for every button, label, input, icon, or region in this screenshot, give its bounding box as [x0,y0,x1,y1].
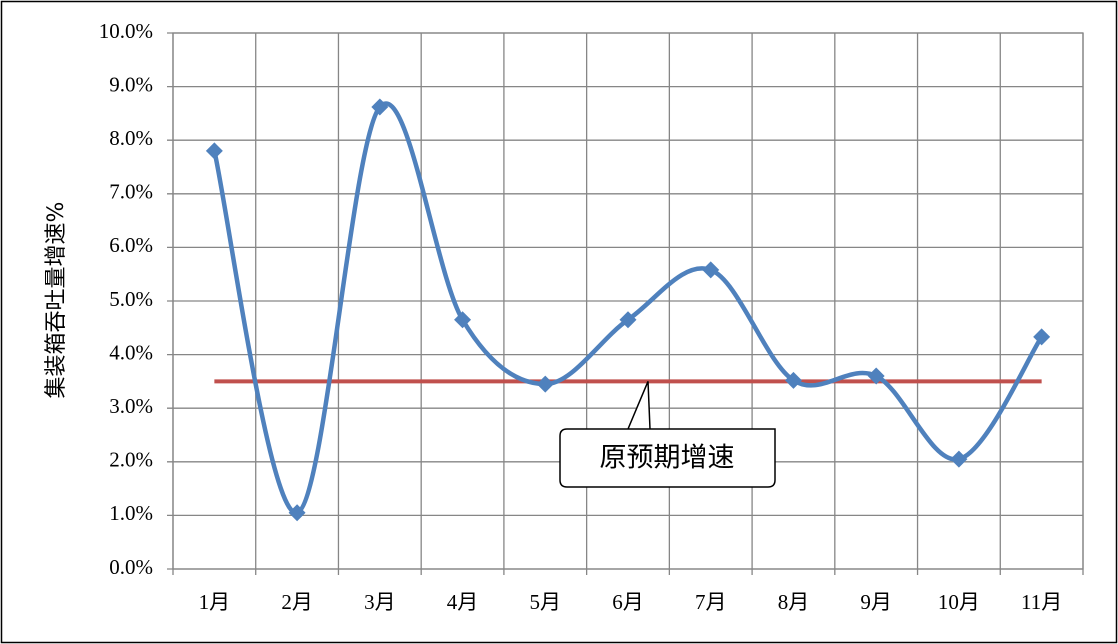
x-tick-label: 1月 [199,590,231,614]
callout-label: 原预期增速 [600,443,735,474]
y-tick-label: 7.0% [109,180,153,204]
y-tick-label: 0.0% [109,555,153,579]
y-tick-label: 8.0% [109,126,153,150]
data-point [371,98,389,116]
y-tick-label: 6.0% [109,233,153,257]
x-tick-label: 7月 [695,590,727,614]
data-point [950,450,968,468]
x-tick-label: 6月 [612,590,644,614]
x-tick-label: 4月 [447,590,479,614]
y-tick-label: 4.0% [109,340,153,364]
x-tick-label: 11月 [1021,590,1062,614]
y-tick-label: 10.0% [99,19,153,43]
y-tick-label: 5.0% [109,287,153,311]
y-tick-label: 2.0% [109,448,153,472]
y-axis-label: 集装箱吞吐量增速% [44,202,69,399]
data-point [536,375,554,393]
y-tick-label: 9.0% [109,72,153,96]
data-point [619,311,637,329]
data-point [702,261,720,279]
x-tick-label: 2月 [281,590,313,614]
x-tick-label: 9月 [860,590,892,614]
data-point [454,311,472,329]
y-tick-label: 1.0% [109,501,153,525]
data-point [867,367,885,385]
y-tick-label: 3.0% [109,394,153,418]
callout-box [559,381,776,488]
data-line [212,101,1044,515]
data-point [205,142,223,160]
x-tick-label: 5月 [530,590,562,614]
x-tick-label: 3月 [364,590,396,614]
x-tick-label: 8月 [778,590,810,614]
x-tick-label: 10月 [938,590,980,614]
data-point [784,371,802,389]
